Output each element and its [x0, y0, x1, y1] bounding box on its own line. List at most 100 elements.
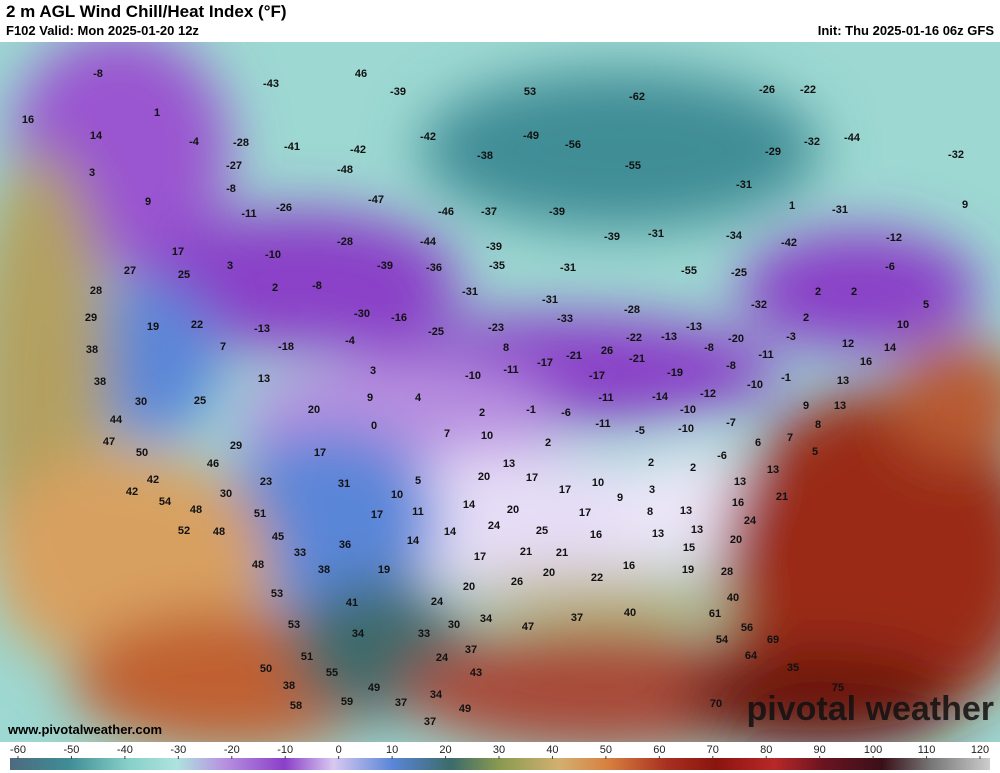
- value-label: 13: [767, 464, 779, 476]
- value-label: -44: [844, 132, 861, 144]
- colorbar-tick-label: 80: [760, 744, 772, 756]
- value-label: -41: [284, 141, 300, 153]
- value-label: 49: [459, 703, 471, 715]
- value-label: -32: [751, 299, 767, 311]
- value-label: -8: [704, 342, 714, 354]
- value-label: 7: [787, 432, 793, 444]
- value-label: 22: [591, 572, 603, 584]
- value-label: -21: [629, 353, 645, 365]
- value-label: -32: [948, 149, 964, 161]
- value-label: 2: [815, 286, 821, 298]
- value-label: 34: [352, 628, 365, 640]
- value-label: 25: [536, 525, 548, 537]
- value-label: -6: [561, 407, 571, 419]
- value-label: -42: [420, 131, 436, 143]
- value-label: 20: [308, 404, 320, 416]
- value-label: 48: [252, 559, 264, 571]
- value-label: -31: [542, 294, 558, 306]
- value-label: -17: [589, 370, 605, 382]
- value-label: -36: [426, 262, 442, 274]
- value-label: -6: [885, 261, 895, 273]
- value-label: 9: [617, 492, 623, 504]
- value-label: 41: [346, 597, 358, 609]
- value-label: -22: [800, 84, 816, 96]
- value-label: 9: [803, 400, 809, 412]
- value-label: -28: [233, 137, 249, 149]
- value-label: 13: [734, 476, 746, 488]
- colorbar-tick-label: 90: [814, 744, 826, 756]
- value-label: 14: [884, 342, 897, 354]
- value-label: -31: [736, 179, 752, 191]
- value-label: 50: [136, 447, 148, 459]
- value-label: 21: [520, 546, 532, 558]
- watermark: pivotal weather: [746, 690, 994, 728]
- value-label: -29: [765, 146, 781, 158]
- value-label: 75: [832, 682, 844, 694]
- value-label: -39: [377, 260, 393, 272]
- value-label: -39: [549, 206, 565, 218]
- value-label: 16: [590, 529, 602, 541]
- value-label: -35: [489, 260, 505, 272]
- value-label: -1: [781, 372, 791, 384]
- value-label: 13: [837, 375, 849, 387]
- value-label: 25: [194, 395, 206, 407]
- value-label: 61: [709, 608, 721, 620]
- value-label: -10: [265, 249, 281, 261]
- value-label: -39: [486, 241, 502, 253]
- value-label: 40: [727, 592, 739, 604]
- colorbar-tick-label: 50: [600, 744, 612, 756]
- value-label: 2: [479, 407, 485, 419]
- value-label: -8: [93, 68, 103, 80]
- value-label: -55: [625, 160, 641, 172]
- value-label: 3: [370, 365, 376, 377]
- value-label: 36: [339, 539, 351, 551]
- value-label: 17: [579, 507, 591, 519]
- value-label: 47: [103, 436, 115, 448]
- value-label: 9: [367, 392, 373, 404]
- value-label: -46: [438, 206, 454, 218]
- value-label: 3: [227, 260, 233, 272]
- value-label: -8: [226, 183, 236, 195]
- value-label: 1: [789, 200, 795, 212]
- value-label: -23: [488, 322, 504, 334]
- colorbar-tick-label: 10: [386, 744, 398, 756]
- value-label: -25: [428, 326, 444, 338]
- value-label: 2: [803, 312, 809, 324]
- value-label: 27: [124, 265, 136, 277]
- value-label: 26: [601, 345, 613, 357]
- value-label: 14: [407, 535, 420, 547]
- value-label: -13: [661, 331, 677, 343]
- value-label: 25: [178, 269, 190, 281]
- colorbar-tick-label: -40: [117, 744, 133, 756]
- value-label: 40: [624, 607, 636, 619]
- value-label: 42: [147, 474, 159, 486]
- valid-time: F102 Valid: Mon 2025-01-20 12z: [6, 23, 199, 38]
- value-label: 17: [314, 447, 326, 459]
- colorbar-tick-label: 70: [707, 744, 719, 756]
- value-label: -8: [726, 360, 736, 372]
- value-label: -39: [390, 86, 406, 98]
- colorbar-tick-label: 100: [864, 744, 882, 756]
- value-label: 45: [272, 531, 284, 543]
- value-label: -27: [226, 160, 242, 172]
- colorbar-tick-label: 60: [653, 744, 665, 756]
- value-label: 6: [755, 437, 761, 449]
- value-label: -37: [481, 206, 497, 218]
- value-label: 46: [207, 458, 219, 470]
- value-label: 53: [271, 588, 283, 600]
- value-label: 22: [191, 319, 203, 331]
- value-label: -49: [523, 130, 539, 142]
- value-label: 17: [371, 509, 383, 521]
- value-label: -10: [747, 379, 763, 391]
- value-label: 35: [787, 662, 799, 674]
- value-label: -7: [726, 417, 736, 429]
- value-label: 13: [258, 373, 270, 385]
- value-label: 14: [90, 130, 103, 142]
- value-label: 24: [431, 596, 444, 608]
- value-label: 20: [463, 581, 475, 593]
- value-label: -22: [626, 332, 642, 344]
- value-label: -28: [624, 304, 640, 316]
